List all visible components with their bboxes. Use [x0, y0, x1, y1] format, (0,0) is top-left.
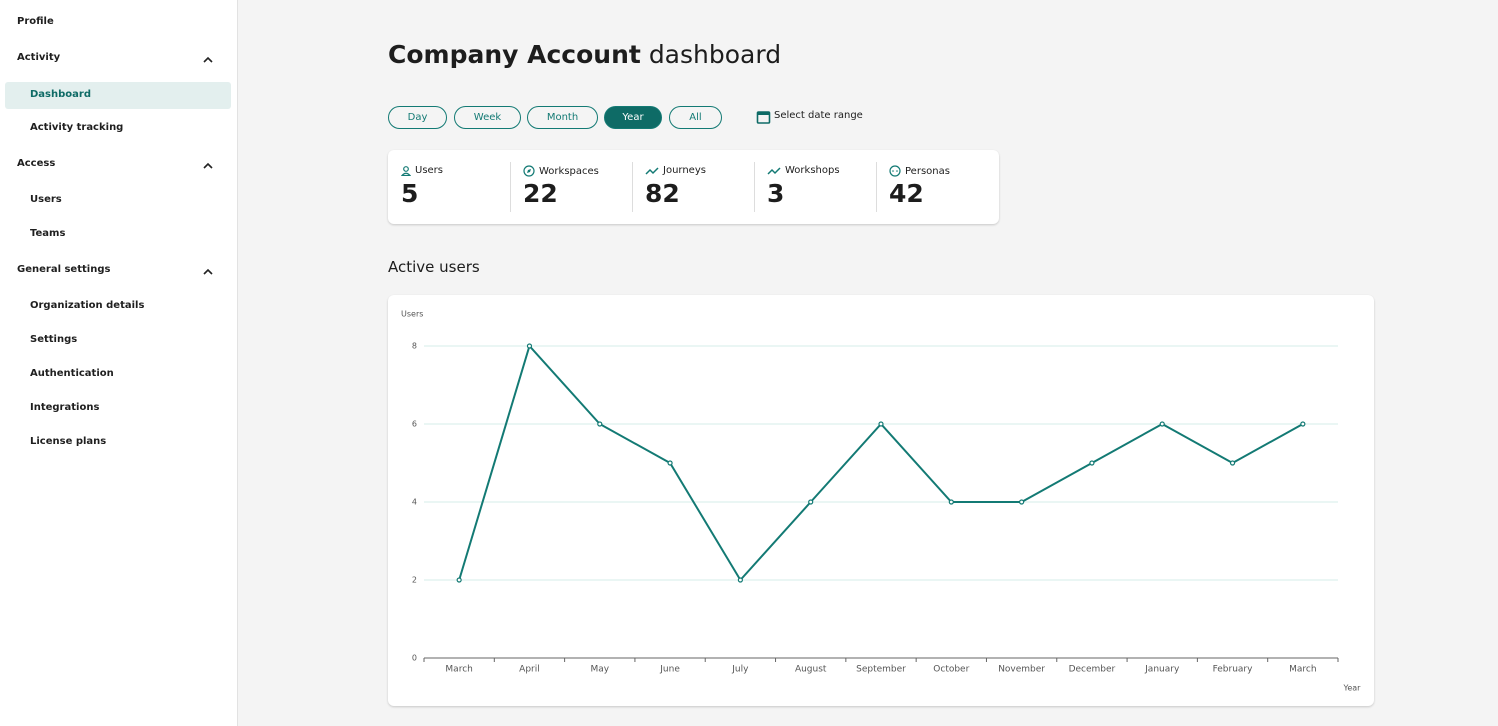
nav-item[interactable]: Dashboard: [30, 89, 91, 100]
chart-card: Users Year 0 2 4 6 8 March April May June July Aug…: [388, 295, 1374, 706]
y-tick-label: 8: [412, 342, 417, 351]
filter-button[interactable]: Day: [388, 106, 447, 129]
x-tick-label: March: [445, 665, 472, 675]
nav-item[interactable]: Teams: [30, 228, 66, 239]
nav-item[interactable]: License plans: [30, 436, 107, 447]
stat-value: 82: [645, 179, 680, 208]
x-tick-label: September: [856, 665, 906, 675]
data-point: [1229, 460, 1236, 466]
icon: [767, 166, 781, 175]
icon: [523, 165, 535, 177]
x-tick-label: March: [1289, 665, 1316, 675]
y-tick-label: 6: [412, 420, 417, 429]
data-point: [597, 421, 603, 427]
x-tick-label: July: [731, 665, 749, 675]
chevron[interactable]: [202, 55, 214, 63]
nav-item[interactable]: Users: [30, 194, 62, 205]
x-tick-label: May: [590, 665, 609, 675]
stat-value: 5: [401, 179, 419, 208]
stat-value: 42: [889, 179, 924, 208]
stat-label: Journeys: [663, 165, 706, 176]
nav-section[interactable]: General settings: [17, 264, 111, 275]
x-tick-label: October: [933, 665, 969, 675]
data-point: [1159, 421, 1165, 427]
data-point: [456, 577, 462, 583]
icon: [645, 166, 659, 175]
filter-button[interactable]: All: [669, 106, 722, 129]
nav-section[interactable]: Access: [17, 158, 56, 169]
stat-label: Personas: [905, 165, 950, 177]
stat-label: Users: [415, 165, 444, 176]
filter-button[interactable]: Month: [527, 106, 598, 129]
data-point: [526, 343, 533, 349]
title-rest: dashboard: [648, 40, 782, 69]
stat: Journeys 82: [632, 150, 754, 224]
nav-item[interactable]: Profile: [17, 16, 54, 27]
nav-item[interactable]: Activity tracking: [30, 122, 124, 133]
divider: [632, 162, 633, 212]
nav-item[interactable]: Authentication: [30, 368, 114, 379]
stat-value: 3: [767, 179, 785, 208]
divider: [510, 162, 511, 212]
data-point: [1019, 499, 1025, 505]
data-point: [1089, 460, 1095, 466]
nav-item[interactable]: Settings: [30, 334, 78, 345]
y-tick-label: 4: [412, 498, 417, 507]
nav-item[interactable]: Integrations: [30, 402, 100, 413]
x-tick-label: June: [659, 665, 680, 675]
divider: [876, 162, 877, 212]
data-point: [948, 499, 954, 505]
chevron[interactable]: [202, 161, 214, 169]
section-title: Active users: [388, 258, 480, 276]
x-tick-label: December: [1069, 665, 1116, 675]
y-axis-title: Users: [401, 310, 423, 319]
x-tick-label: April: [519, 665, 540, 675]
stat: Workshops 3: [754, 150, 876, 224]
stat: Users 5: [388, 150, 510, 224]
stat-value: 22: [523, 179, 558, 208]
sidebar: Profile Activity Dashboard Activity trac…: [0, 0, 238, 726]
chart: Users Year 0 2 4 6 8 March April May June July Aug…: [401, 310, 1362, 693]
icon: [889, 165, 901, 177]
x-tick-label: January: [1144, 665, 1180, 675]
calendar-icon[interactable]: [756, 109, 772, 125]
y-tick-label: 0: [412, 654, 417, 663]
filter-button[interactable]: Week: [454, 106, 521, 129]
active-highlight: [5, 82, 231, 109]
nav-section[interactable]: Activity: [17, 52, 61, 63]
data-point: [878, 421, 884, 427]
data-point: [737, 577, 743, 583]
data-point: [1300, 421, 1306, 427]
y-tick-label: 2: [412, 576, 417, 585]
stat-label: Workspaces: [539, 165, 599, 177]
filter-button[interactable]: Year: [604, 106, 662, 129]
data-line: [458, 344, 1304, 582]
stat: Workspaces 22: [510, 150, 632, 224]
stats-card: Users 5 Workspaces 22 Journeys 82 Workshops…: [388, 150, 999, 224]
data-point: [667, 460, 673, 466]
title-bold: Company Account: [388, 40, 641, 69]
icon: [401, 165, 411, 176]
stat-label: Workshops: [785, 165, 840, 176]
chevron[interactable]: [202, 267, 214, 275]
date-range-button[interactable]: Select date range: [774, 110, 863, 121]
divider: [754, 162, 755, 212]
x-tick-label: February: [1213, 665, 1254, 675]
stat: Personas 42: [876, 150, 998, 224]
x-axis-title: Year: [1343, 684, 1362, 693]
nav-item[interactable]: Organization details: [30, 300, 145, 311]
page-title: Company Account dashboard: [388, 40, 781, 69]
x-tick-label: November: [998, 665, 1045, 675]
x-tick-label: August: [795, 665, 827, 675]
data-point: [808, 499, 814, 505]
